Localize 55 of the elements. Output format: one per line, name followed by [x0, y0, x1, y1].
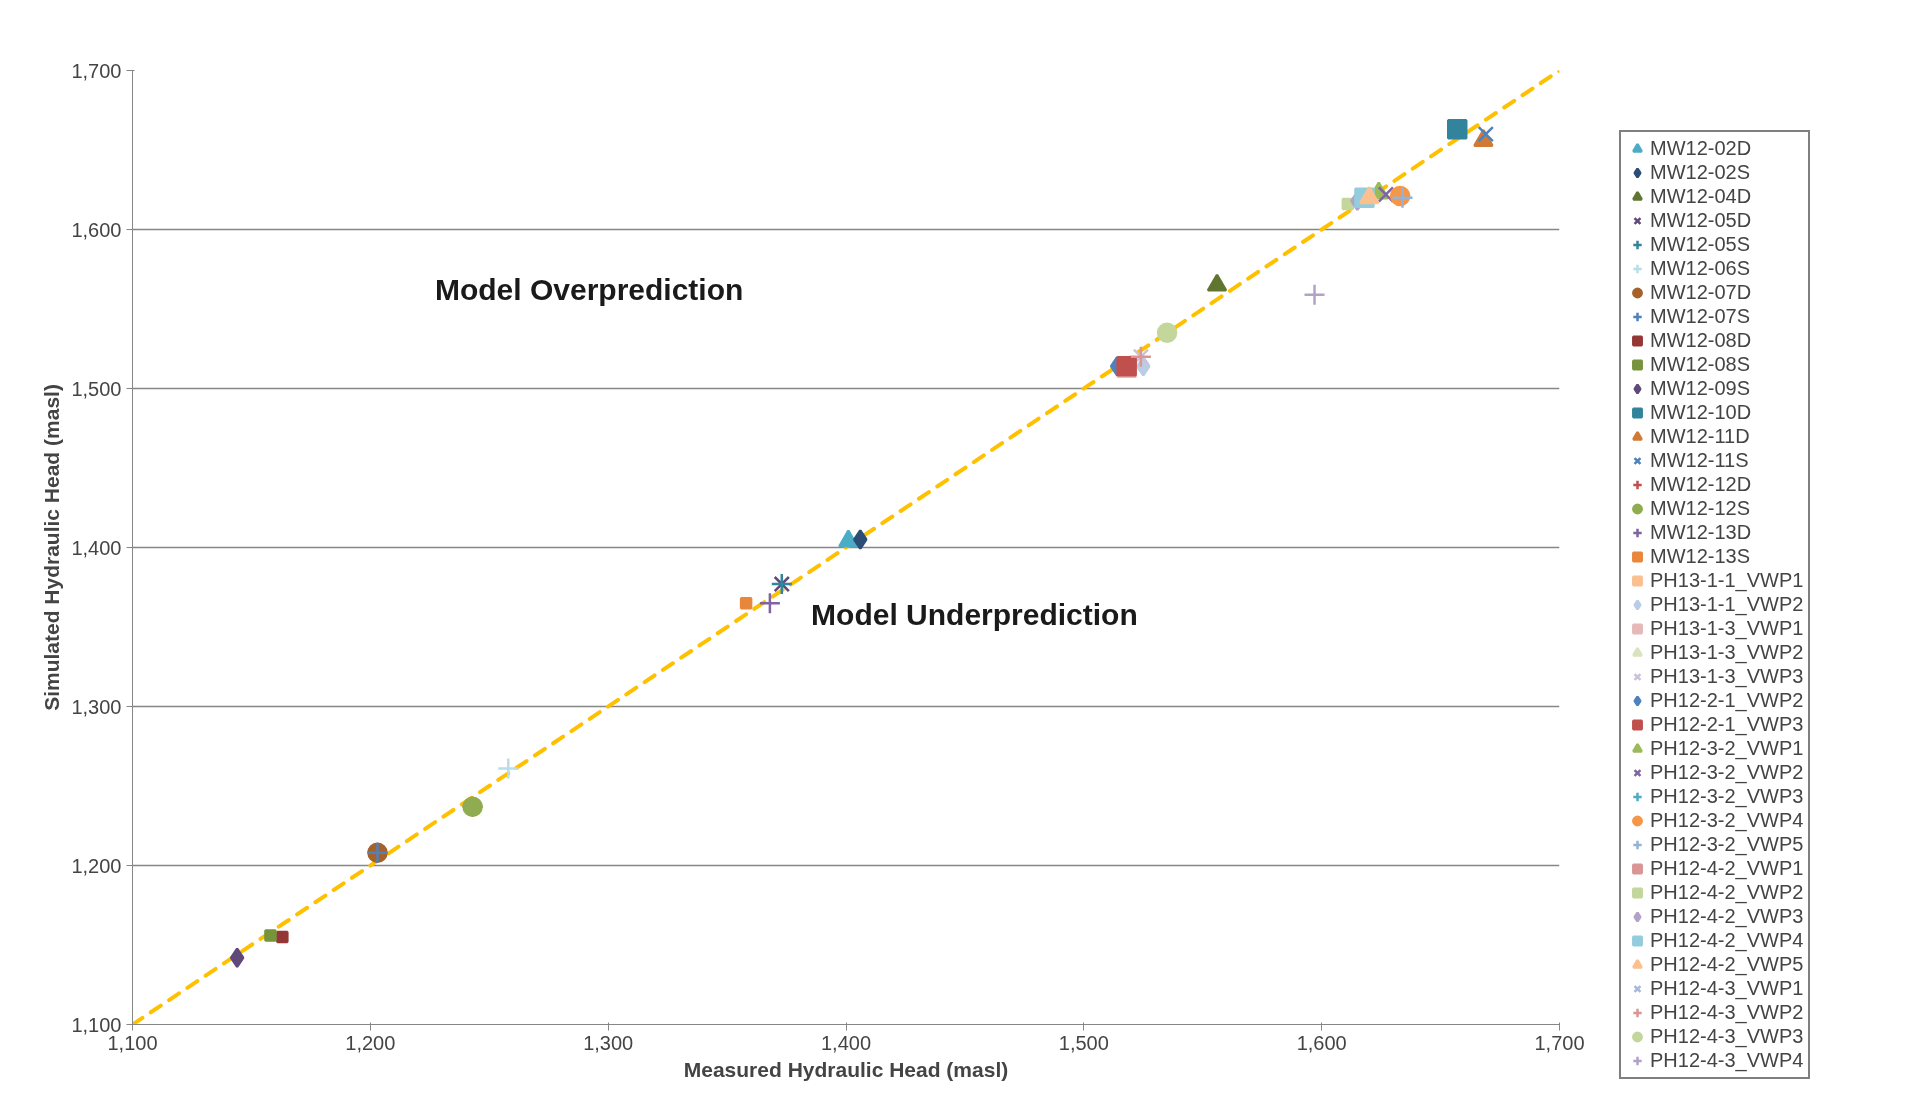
legend-label: PH12-2-1_VWP3	[1650, 713, 1804, 736]
annotation: Model Underprediction	[811, 597, 1138, 631]
annotation: Model Overprediction	[434, 273, 744, 307]
legend-label: MW12-12S	[1650, 497, 1751, 520]
legend-label: PH12-4-3_VWP2	[1650, 1001, 1804, 1024]
y-axis-title: Simulated Hydraulic Head (masl)	[40, 384, 64, 711]
y-tick-label: 1,700	[71, 59, 122, 82]
x-tick-label: 1,400	[820, 1031, 872, 1054]
x-tick-label: 1,600	[1296, 1031, 1347, 1054]
legend-label: PH13-1-1_VWP2	[1650, 593, 1804, 616]
legend-label: PH12-3-2_VWP1	[1650, 737, 1804, 760]
legend-label: MW12-13S	[1650, 545, 1751, 568]
legend-label: PH12-4-2_VWP5	[1650, 953, 1804, 976]
legend-label: PH12-4-3_VWP3	[1650, 1025, 1804, 1048]
legend-label: PH12-3-2_VWP3	[1650, 785, 1804, 808]
legend-label: MW12-11D	[1650, 425, 1750, 448]
legend-label: MW12-11S	[1650, 449, 1749, 472]
x-tick-label: 1,500	[1058, 1031, 1109, 1054]
legend-label: MW12-07D	[1650, 281, 1752, 304]
legend-label: PH12-4-2_VWP3	[1650, 905, 1804, 928]
legend-label: PH12-3-2_VWP4	[1650, 809, 1804, 832]
legend-label: PH12-4-3_VWP1	[1650, 977, 1804, 1000]
y-tick-label: 1,200	[71, 854, 122, 877]
legend-label: MW12-08S	[1650, 353, 1751, 376]
legend-label: MW12-08D	[1650, 329, 1752, 352]
legend-label: PH12-3-2_VWP2	[1650, 761, 1804, 784]
legend-label: PH13-1-1_VWP1	[1650, 569, 1804, 592]
x-axis-title: Measured Hydraulic Head (masl)	[683, 1057, 1009, 1081]
legend-label: PH12-3-2_VWP5	[1650, 833, 1804, 856]
y-tick-label: 1,400	[71, 536, 122, 559]
y-tick-label: 1,300	[71, 695, 122, 718]
legend-label: PH12-4-2_VWP4	[1650, 929, 1804, 952]
legend-label: MW12-13D	[1650, 521, 1752, 544]
legend-label: PH12-4-2_VWP2	[1650, 881, 1804, 904]
legend-label: MW12-05S	[1650, 233, 1751, 256]
legend-label: PH13-1-3_VWP3	[1650, 665, 1804, 688]
legend-label: MW12-02S	[1650, 161, 1751, 184]
legend-label: PH13-1-3_VWP1	[1650, 617, 1804, 640]
legend-label: MW12-06S	[1650, 257, 1751, 280]
legend-label: MW12-10D	[1650, 401, 1752, 424]
legend-label: MW12-09S	[1650, 377, 1751, 400]
x-tick-label: 1,200	[345, 1031, 396, 1054]
legend-label: MW12-05D	[1650, 209, 1752, 232]
legend-label: PH12-2-1_VWP2	[1650, 689, 1804, 712]
legend-label: PH12-4-2_VWP1	[1650, 857, 1804, 880]
y-tick-label: 1,600	[71, 218, 122, 241]
legend-label: PH12-4-3_VWP4	[1650, 1049, 1804, 1072]
legend-label: MW12-07S	[1650, 305, 1751, 328]
legend-label: MW12-04D	[1650, 185, 1752, 208]
legend-label: PH13-1-3_VWP2	[1650, 641, 1804, 664]
x-tick-label: 1,700	[1534, 1031, 1585, 1054]
legend-label: MW12-12D	[1650, 473, 1752, 496]
legend-label: MW12-02D	[1650, 137, 1752, 160]
x-tick-label: 1,300	[583, 1031, 634, 1054]
y-tick-label: 1,500	[71, 377, 122, 400]
